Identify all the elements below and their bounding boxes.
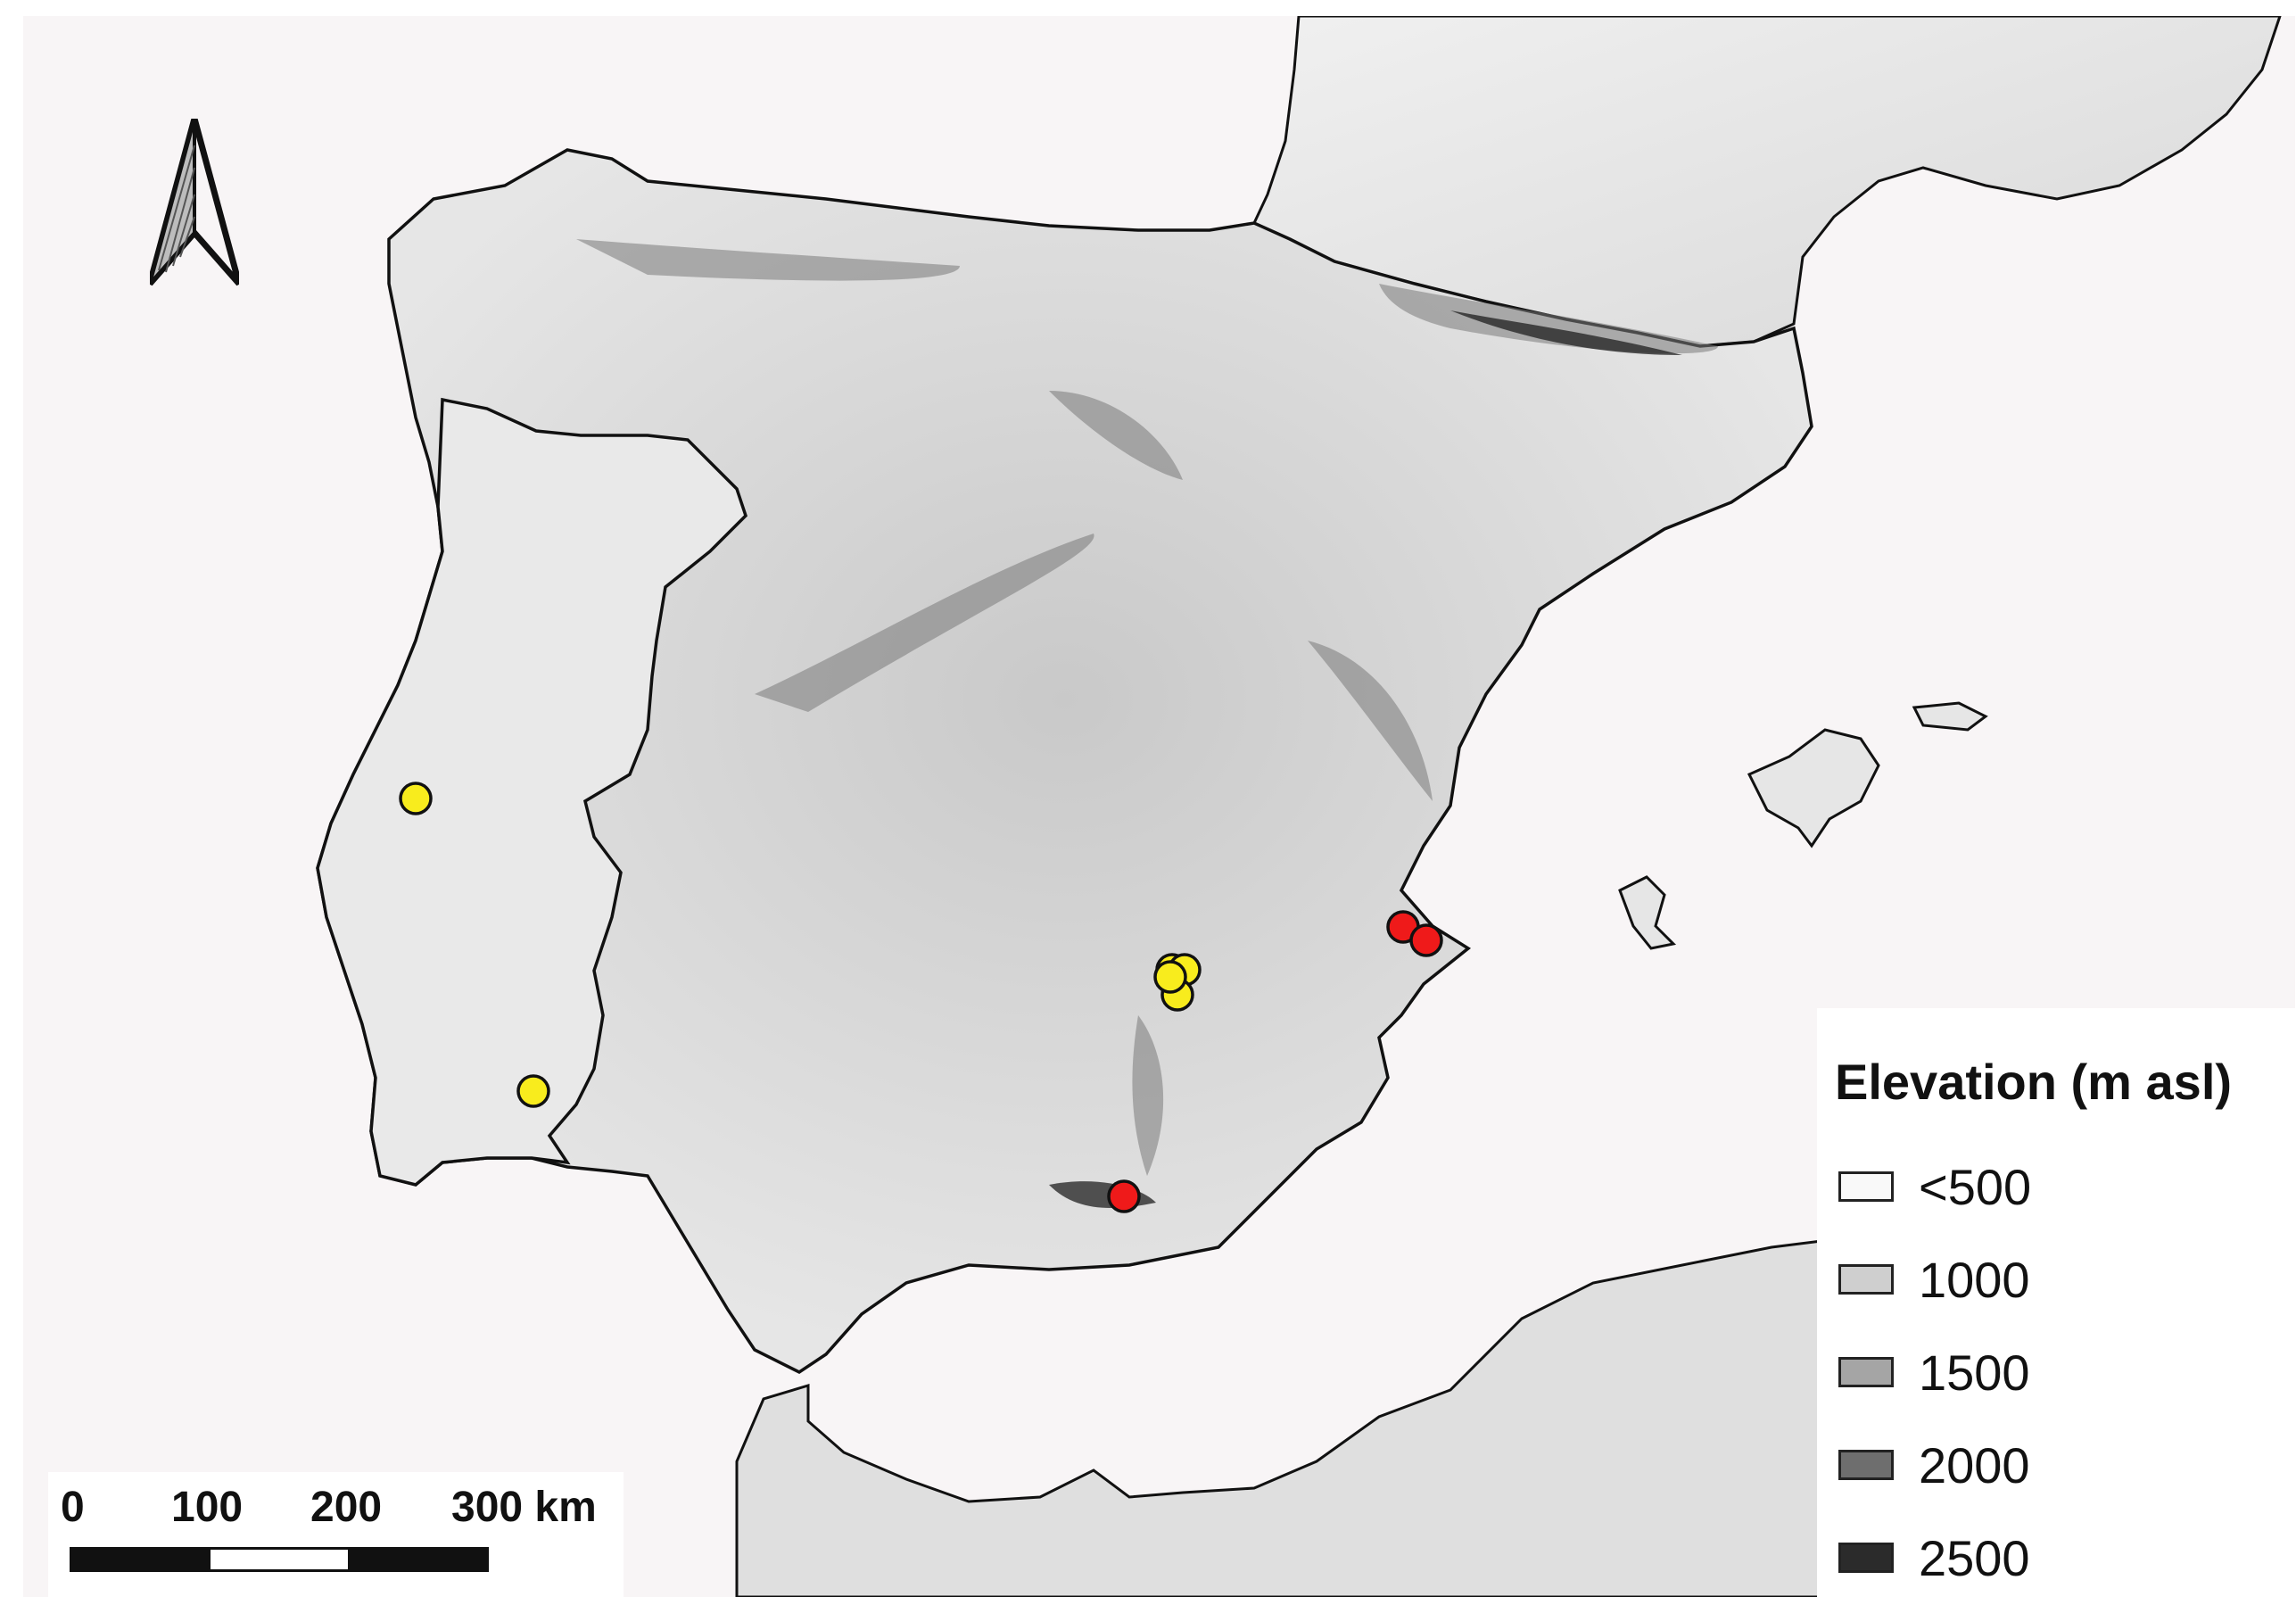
scale-label-200: 200 [310, 1484, 383, 1531]
elevation-map[interactable] [23, 16, 2295, 1597]
legend-label: <500 [1919, 1159, 2032, 1215]
site-marker-yellow[interactable] [399, 782, 433, 815]
legend-swatch [1838, 1171, 1894, 1202]
scale-label-100: 100 [171, 1484, 244, 1531]
scale-segment-3 [348, 1550, 487, 1569]
legend-item: 2000 [1838, 1436, 2267, 1499]
menorca-island [1912, 701, 1988, 732]
ibiza-island [1618, 875, 1677, 950]
legend-item: 1500 [1838, 1344, 2267, 1406]
legend-item: <500 [1838, 1158, 2267, 1220]
scale-bar-graphic [70, 1547, 489, 1572]
legend-label: 1000 [1919, 1252, 2030, 1308]
scale-segment-2 [210, 1550, 349, 1569]
scale-label-0: 0 [61, 1484, 85, 1531]
legend-label: 2500 [1919, 1530, 2030, 1586]
site-markers-yellow [399, 782, 1202, 1108]
north-africa-landmass [735, 1237, 1845, 1597]
mountain-shading [576, 239, 1718, 1176]
legend-item: 2500 [1838, 1529, 2267, 1592]
site-markers-red [1107, 910, 1443, 1213]
elevation-legend: Elevation (m asl) <500 1000 1500 2000 25… [1817, 1008, 2296, 1605]
legend-title: Elevation (m asl) [1835, 1054, 2233, 1110]
legend-item: 1000 [1838, 1251, 2267, 1313]
legend-label: 2000 [1919, 1437, 2030, 1493]
legend-label: 1500 [1919, 1344, 2030, 1401]
map-frame: 0 100 200 300 km [23, 16, 2295, 1597]
scale-segment-1 [72, 1550, 211, 1569]
legend-swatch [1838, 1450, 1894, 1480]
legend-swatch [1838, 1264, 1894, 1295]
legend-swatch [1838, 1543, 1894, 1573]
portugal-landmass [316, 397, 748, 1187]
site-marker-red[interactable] [1409, 923, 1443, 957]
site-marker-yellow[interactable] [1153, 960, 1187, 994]
north-arrow-icon [150, 119, 239, 286]
scale-bar: 0 100 200 300 km [48, 1472, 624, 1597]
mallorca-island [1747, 728, 1880, 848]
legend-swatch [1838, 1357, 1894, 1387]
balearic-islands [1618, 701, 1988, 950]
scale-label-300: 300 km [451, 1484, 597, 1531]
site-marker-red[interactable] [1107, 1179, 1141, 1213]
site-marker-yellow[interactable] [516, 1074, 550, 1108]
